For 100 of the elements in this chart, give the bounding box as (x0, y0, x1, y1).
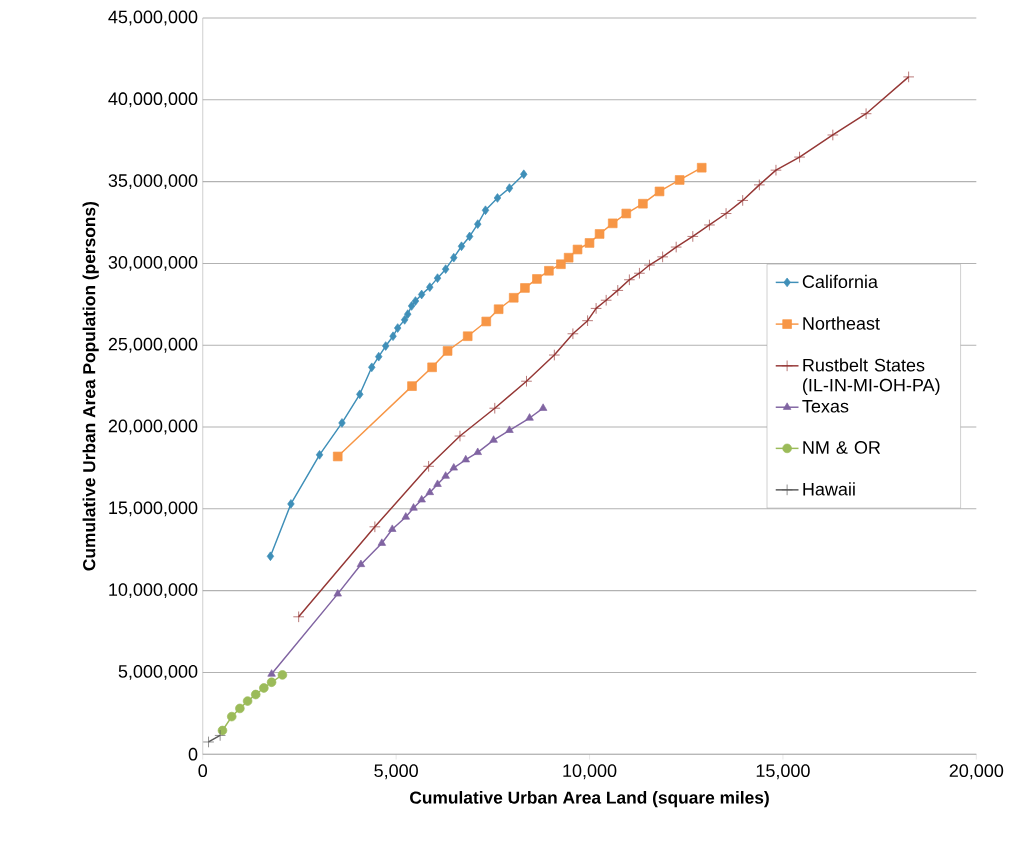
point (505, 183, 514, 193)
x-axis-title: Cumulative Urban Area Land (square miles) (410, 790, 769, 808)
point (474, 219, 482, 229)
point (449, 463, 458, 471)
point (333, 589, 342, 597)
point (426, 282, 434, 292)
point (267, 669, 276, 677)
point (418, 289, 426, 300)
point (377, 538, 386, 546)
point (409, 503, 418, 511)
point (608, 218, 618, 228)
point (441, 471, 450, 479)
point (623, 273, 636, 286)
point (520, 169, 528, 179)
point (214, 729, 226, 741)
x-tick-label: 20,000 (949, 764, 1004, 780)
point (493, 193, 502, 203)
point (532, 274, 542, 284)
point (227, 711, 237, 722)
point (594, 229, 605, 239)
point (612, 284, 624, 296)
point (292, 611, 305, 623)
point (433, 479, 442, 487)
point (827, 129, 839, 141)
point (567, 327, 579, 340)
point (427, 362, 437, 372)
point (461, 454, 470, 463)
y-tick-label: 20,000,000 (108, 419, 198, 435)
point (793, 151, 806, 163)
point (375, 351, 383, 362)
point (481, 205, 490, 215)
point (633, 267, 646, 279)
x-tick-label: 0 (198, 764, 208, 777)
point (422, 460, 435, 472)
point (656, 251, 669, 263)
y-tick-label: 25,000,000 (108, 337, 198, 353)
point (442, 346, 453, 356)
point (457, 241, 466, 251)
point (401, 512, 410, 520)
point (489, 402, 501, 414)
x-tick-label: 10,000 (563, 764, 617, 780)
point (770, 164, 782, 176)
point (465, 231, 474, 242)
point (356, 389, 364, 399)
point (382, 341, 390, 351)
point (508, 292, 519, 303)
point (338, 418, 346, 428)
point (720, 207, 732, 220)
legend-label: NM & OR (803, 440, 881, 454)
point (425, 487, 434, 495)
point (520, 283, 530, 293)
point (404, 309, 412, 319)
point (417, 494, 426, 503)
point (411, 296, 420, 306)
point (473, 447, 482, 455)
legend-label: Hawaii (803, 482, 855, 496)
point (250, 689, 261, 700)
point (687, 230, 699, 242)
point (493, 304, 504, 314)
y-tick-label: 0 (188, 747, 198, 761)
point (394, 323, 402, 333)
point (277, 670, 288, 680)
point (287, 499, 295, 509)
point (266, 677, 277, 687)
point (538, 403, 548, 411)
y-tick-label: 30,000,000 (108, 255, 198, 271)
point (548, 349, 561, 361)
y-tick-label: 15,000,000 (109, 501, 198, 517)
y-tick-label: 10,000,000 (109, 583, 198, 598)
point (202, 736, 215, 748)
point (737, 194, 749, 206)
point (581, 314, 594, 327)
point (388, 524, 397, 532)
point (902, 71, 915, 83)
point (235, 703, 245, 714)
point (670, 241, 682, 253)
point (654, 186, 665, 197)
x-tick-label: 15,000 (756, 764, 810, 780)
point (638, 198, 648, 209)
y-tick-label: 45,000,000 (108, 10, 198, 26)
legend-label: Northeast (803, 316, 880, 330)
point (584, 238, 595, 248)
point (266, 551, 275, 561)
point (315, 449, 324, 460)
y-axis-title: Cumulative Urban Area Population (persons) (82, 201, 99, 571)
point (332, 451, 343, 462)
point (462, 331, 473, 341)
point (572, 244, 583, 255)
point (401, 315, 409, 325)
point (753, 179, 766, 191)
legend-label: Texas (802, 399, 849, 413)
point (242, 696, 253, 706)
point (696, 162, 707, 173)
x-tick-label: 5,000 (374, 764, 418, 780)
point (556, 259, 566, 269)
y-tick-label: 5,000,000 (118, 664, 198, 680)
point (259, 683, 269, 693)
legend-label: California (802, 274, 878, 288)
point (389, 331, 397, 341)
point (590, 302, 602, 314)
